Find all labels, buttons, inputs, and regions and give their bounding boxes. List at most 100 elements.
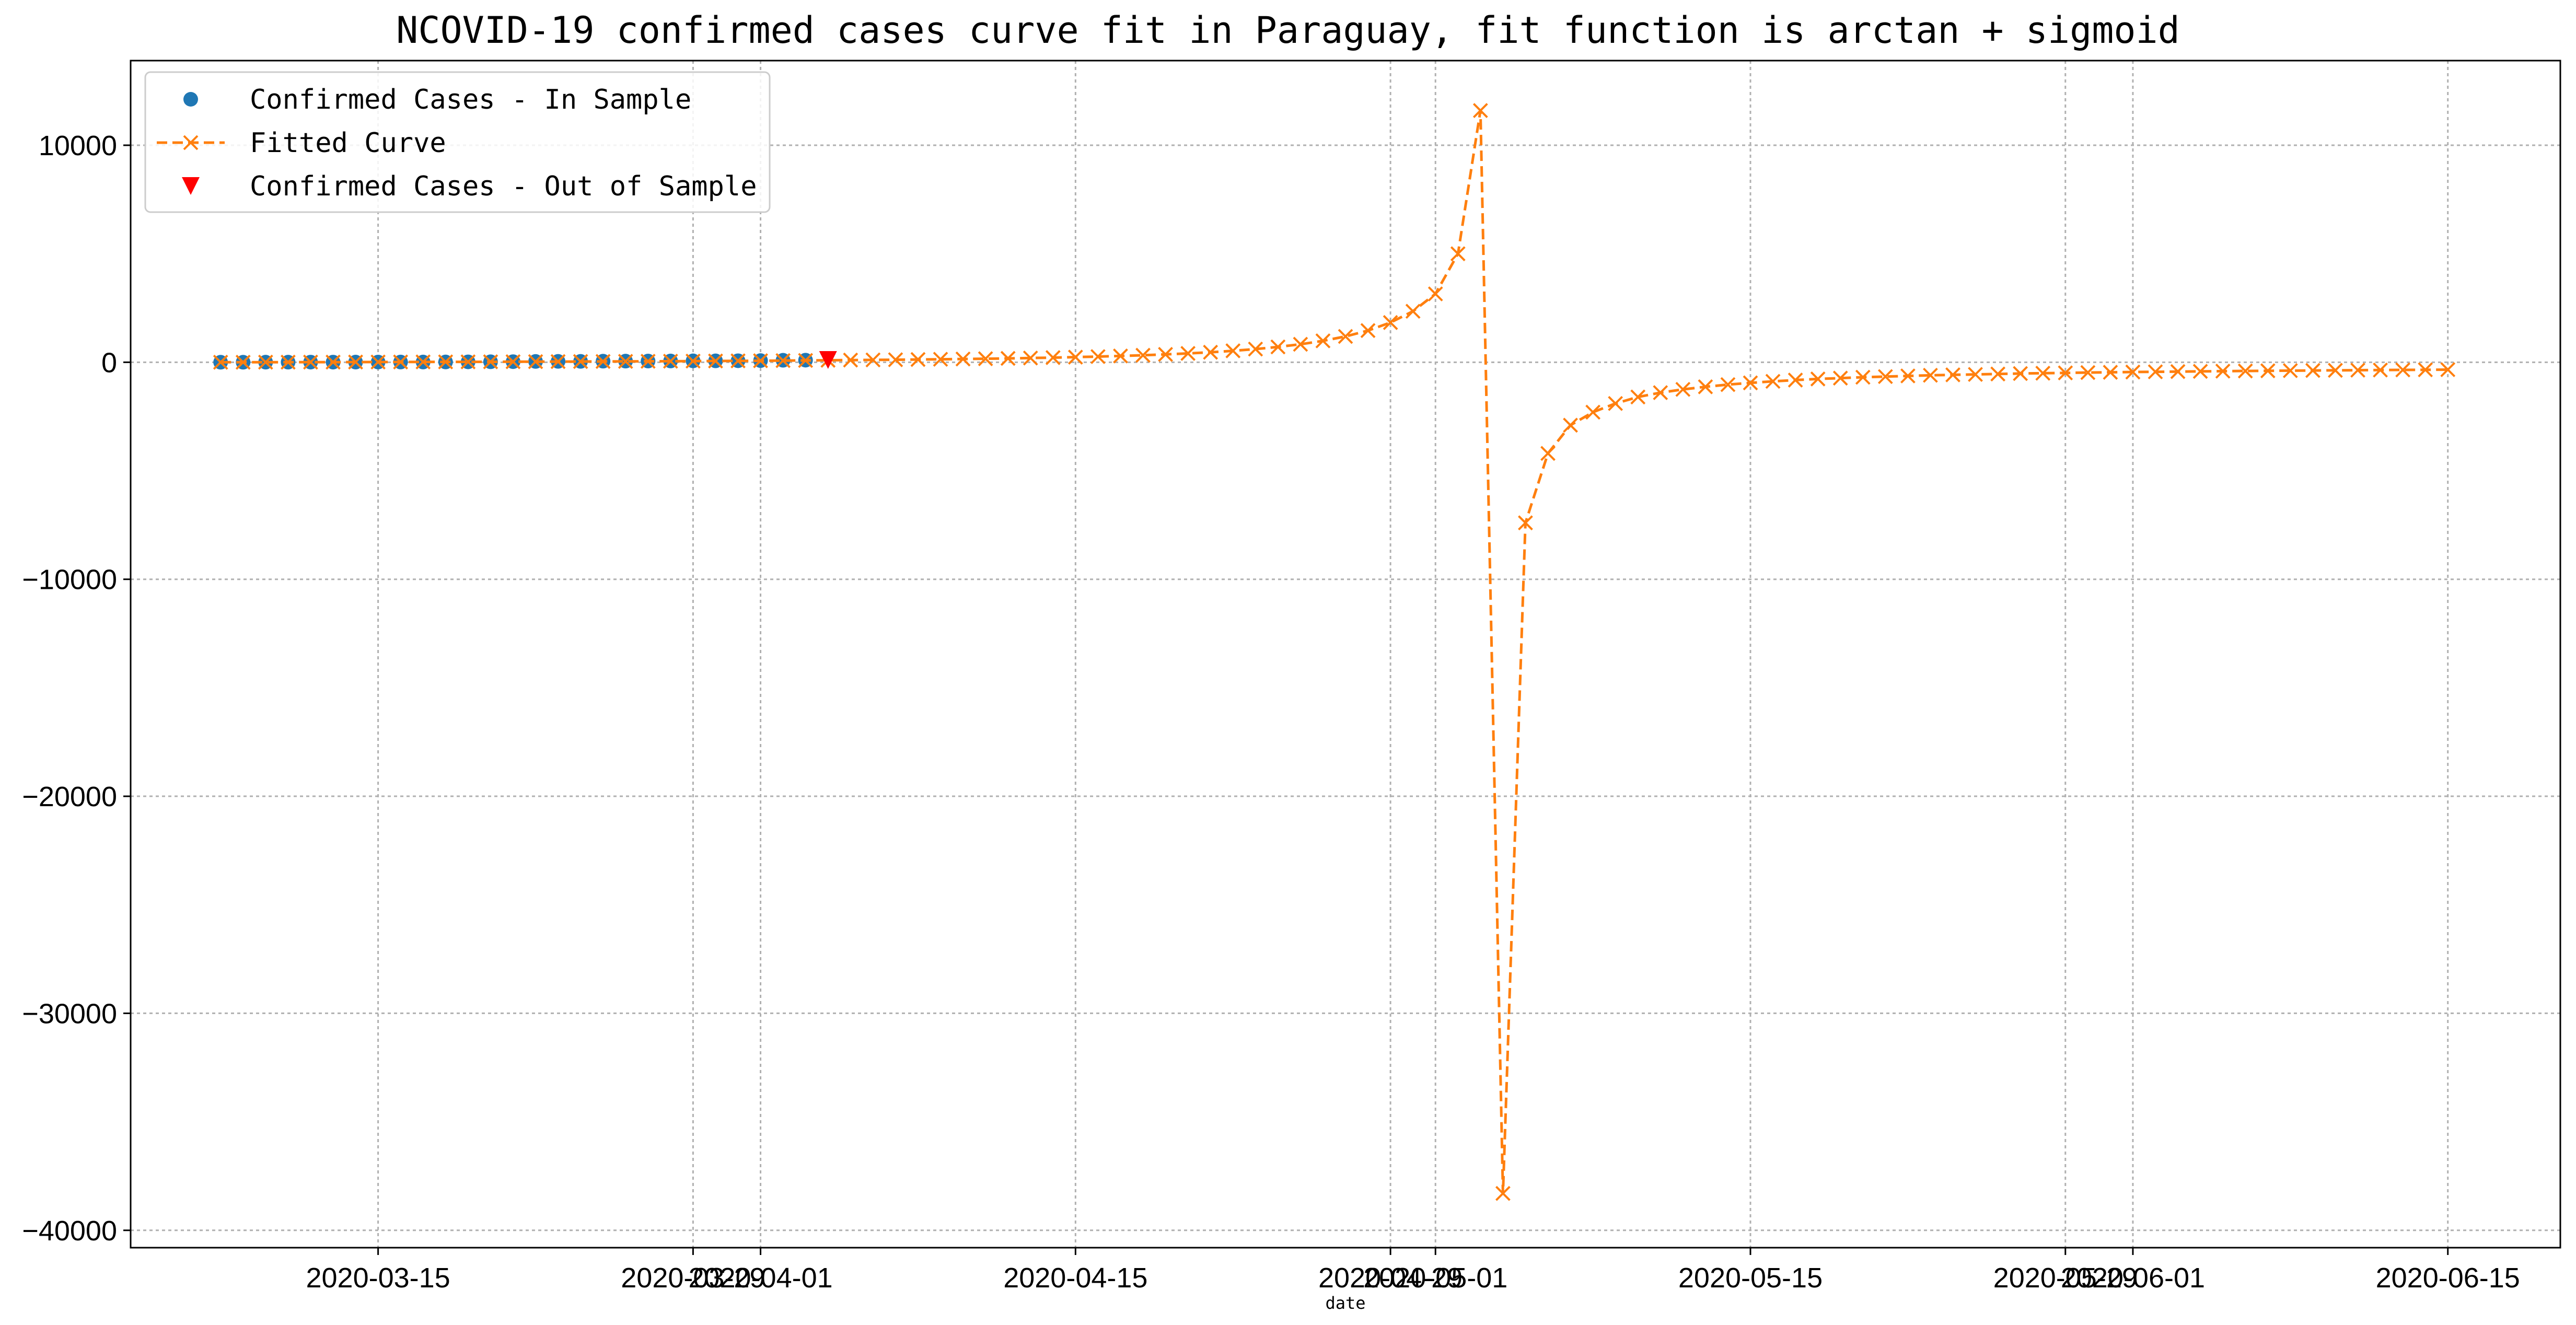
y-tick-label: −40000	[22, 1215, 117, 1247]
fitted-curve-point	[1585, 404, 1601, 420]
fitted-curve-point	[2440, 362, 2456, 377]
fitted-curve-point	[2395, 362, 2411, 378]
fitted-curve-point	[1698, 379, 1713, 394]
fitted-curve-point	[1405, 304, 1421, 319]
legend-label: Fitted Curve	[250, 127, 446, 159]
fitted-curve-point	[2125, 364, 2141, 380]
fitted-curve-point	[2148, 364, 2163, 380]
fitted-curve-point	[1472, 103, 1488, 118]
x-tick-label: 2020-06-15	[2376, 1262, 2520, 1294]
fitted-curve-point	[2035, 365, 2051, 381]
fitted-curve-point	[978, 351, 993, 366]
fitted-curve-point	[573, 354, 588, 369]
legend-label: Confirmed Cases - Out of Sample	[250, 171, 757, 202]
fitted-curve-point	[258, 354, 273, 370]
fitted-curve-point	[1225, 343, 1241, 358]
fitted-curve-point	[640, 354, 656, 369]
fitted-curve-point	[2282, 363, 2298, 378]
fitted-curve-point	[888, 352, 903, 367]
fitted-curve-point	[1540, 446, 1556, 461]
fitted-curve-point	[1990, 366, 2006, 382]
fitted-curve-point	[910, 352, 926, 367]
fitted-curve-point	[1293, 336, 1308, 352]
fitted-curve-point	[2328, 363, 2343, 378]
fitted-curve-point	[1248, 341, 1263, 357]
fitted-curve-point	[1383, 315, 1398, 330]
fitted-curve-point	[1518, 515, 1533, 531]
fitted-curve-point	[708, 353, 723, 369]
fitted-curve-point	[1855, 369, 1871, 385]
y-tick-label: 10000	[39, 130, 117, 161]
x-tick-label: 2020-05-01	[1363, 1262, 1507, 1294]
fitted-curve-point	[2170, 364, 2186, 379]
fitted-curve-point	[1113, 348, 1128, 364]
fitted-curve-point	[235, 354, 251, 370]
fitted-curve-point	[438, 354, 454, 370]
fitted-curve-point	[933, 352, 948, 367]
fitted-curve-point	[528, 354, 543, 369]
x-tick-label: 2020-03-15	[306, 1262, 450, 1294]
x-axis-label: date	[1325, 1293, 1365, 1313]
legend-marker	[182, 177, 200, 195]
x-tick-label: 2020-06-01	[2061, 1262, 2205, 1294]
fitted-curve-point	[1923, 367, 1938, 383]
fitted-curve-point	[2103, 365, 2118, 380]
fitted-curve-point	[843, 352, 858, 368]
fitted-curve-point	[730, 353, 746, 369]
fitted-curve-point	[1090, 349, 1106, 364]
fitted-curve-point	[955, 351, 971, 367]
fitted-curve-point	[2058, 365, 2073, 381]
fitted-curve-point	[1968, 367, 1983, 382]
fitted-curve-point	[483, 354, 498, 369]
fitted-curve-point	[1832, 370, 1848, 386]
fitted-curve-point	[326, 354, 341, 370]
y-tick-label: 0	[101, 347, 117, 378]
fitted-curve-point	[348, 354, 363, 370]
fitted-curve-point	[1045, 350, 1061, 365]
fitted-curve-point	[1428, 286, 1443, 301]
fitted-curve-point	[1720, 377, 1736, 392]
tick-layer: 10000 0 −10000 −20000 −30000 −40000 2020-03-15…	[22, 130, 2520, 1294]
fitted-curve-line	[221, 110, 2448, 1194]
fitted-curve-point	[1000, 351, 1016, 366]
x-tick-label: 2020-03-29	[621, 1262, 765, 1294]
fitted-curve-point	[1900, 368, 1916, 383]
fitted-curve-point	[685, 353, 701, 369]
fitted-curve-point	[303, 354, 318, 370]
fitted-curve-point	[1675, 381, 1691, 397]
fitted-curve-point	[775, 353, 791, 368]
legend: Confirmed Cases - In Sample Fitted Curve C…	[144, 71, 771, 213]
fitted-curve-point	[2305, 363, 2320, 378]
fitted-curve-point	[2373, 362, 2388, 378]
fitted-curve-point	[415, 354, 431, 370]
fitted-curve-point	[1158, 346, 1173, 362]
legend-marker	[183, 92, 198, 107]
chart-title: NCOVID-19 confirmed cases curve fit in P…	[396, 9, 2180, 52]
legend-marker	[183, 135, 199, 150]
fitted-curve-point	[1608, 396, 1623, 411]
fitted-curve-point	[2418, 362, 2433, 378]
fitted-curve-point	[1270, 339, 1286, 355]
fitted-curve-point	[1203, 344, 1219, 360]
fitted-curve-point	[798, 353, 814, 368]
legend-label: Confirmed Cases - In Sample	[250, 84, 691, 115]
fitted-curve-point	[550, 354, 566, 369]
fitted-curve-point	[1630, 389, 1646, 405]
fitted-curve-point	[1135, 347, 1151, 363]
fitted-curve-point	[1315, 333, 1331, 348]
fitted-curve-point	[1067, 350, 1083, 365]
fitted-curve-point	[1495, 1185, 1511, 1201]
fitted-curve-point	[280, 354, 296, 370]
fitted-curve-point	[1743, 375, 1758, 391]
fitted-curve-point	[1810, 371, 1826, 387]
fitted-curve-point	[1945, 367, 1960, 382]
fitted-curve-point	[595, 354, 611, 369]
fitted-curve-point	[505, 354, 521, 369]
fitted-curve-point	[2215, 363, 2231, 379]
y-tick-label: −20000	[22, 781, 117, 812]
fitted-curve-point	[2237, 363, 2253, 379]
y-tick-label: −30000	[22, 998, 117, 1029]
series-layer	[213, 103, 2456, 1201]
plot-frame	[130, 60, 2561, 1249]
